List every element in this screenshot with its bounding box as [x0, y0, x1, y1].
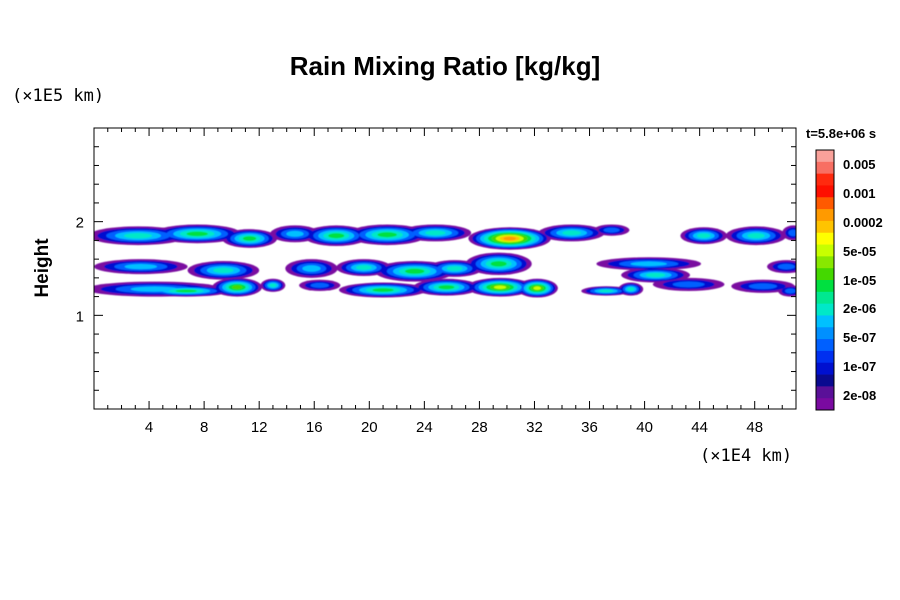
rain-contour: [175, 289, 197, 293]
rain-contour: [748, 283, 778, 290]
x-axis: 4 8 12 16 20 24 28 32 36 40 44 48: [107, 128, 783, 436]
x-tick-label: 12: [251, 419, 268, 436]
rain-contour: [645, 272, 666, 278]
x-tick-label: 28: [471, 419, 488, 436]
rain-contour: [503, 236, 516, 241]
colorbar-label: 5e-07: [843, 330, 876, 345]
colorbar-swatch: [816, 161, 834, 175]
colorbar: 0.005 0.001 0.0002 5e-05 1e-05 2e-06 5e-07 1e-0…: [815, 149, 883, 411]
x-tick-label: 44: [691, 419, 708, 436]
rain-contour: [784, 288, 796, 294]
colorbar-frame: [815, 149, 835, 411]
rain-contour: [355, 265, 372, 270]
rain-contour: [213, 267, 234, 274]
rain-contour: [242, 236, 257, 241]
rain-field: [94, 224, 796, 298]
colorbar-label: 0.0002: [843, 215, 883, 230]
x-tick-label: 20: [361, 419, 378, 436]
rain-contour: [310, 282, 329, 288]
rain-contour: [123, 233, 153, 239]
colorbar-label: 1e-07: [843, 359, 876, 374]
x-tick-label: 16: [306, 419, 323, 436]
colorbar-label: 2e-08: [843, 388, 876, 403]
rain-contour: [490, 261, 507, 267]
x-tick-label: 36: [581, 419, 598, 436]
colorbar-swatch: [816, 398, 834, 411]
colorbar-swatch: [816, 244, 834, 257]
rain-contour: [286, 230, 304, 237]
colorbar-swatch: [816, 220, 834, 234]
x-tick-label: 40: [636, 419, 653, 436]
rain-contour: [788, 229, 796, 237]
colorbar-swatch: [816, 232, 834, 245]
colorbar-swatch: [816, 374, 834, 387]
rain-contour: [405, 268, 425, 274]
colorbar-swatch: [816, 386, 834, 399]
colorbar-swatch: [816, 268, 834, 281]
rain-contour: [630, 261, 667, 267]
colorbar-swatch: [816, 280, 834, 293]
rain-contour: [598, 289, 614, 293]
colorbar-label: 5e-05: [843, 244, 876, 259]
y-axis-label: Height: [32, 238, 53, 298]
y-axis: 12: [76, 146, 796, 391]
rain-contour: [672, 281, 705, 288]
rain-contour: [603, 227, 620, 233]
x-unit-label: (×1E4 km): [700, 446, 792, 466]
colorbar-swatch: [816, 256, 834, 269]
colorbar-swatch: [816, 362, 834, 375]
colorbar-swatch: [816, 209, 834, 222]
y-tick-label: 2: [76, 215, 84, 232]
rain-contour: [777, 263, 795, 270]
rain-contour: [627, 287, 635, 291]
chart-title: Rain Mixing Ratio [kg/kg]: [290, 51, 601, 81]
colorbar-label: 2e-06: [843, 301, 876, 316]
rain-contour: [302, 265, 321, 272]
colorbar-swatch: [816, 303, 834, 316]
colorbar-swatch: [816, 291, 834, 305]
colorbar-swatch: [816, 150, 834, 163]
colorbar-swatch: [816, 173, 834, 186]
rain-contour: [697, 233, 711, 239]
colorbar-label: 0.001: [843, 186, 876, 201]
colorbar-swatch: [816, 197, 834, 210]
x-tick-label: 4: [145, 419, 153, 436]
y-tick-label: 1: [76, 308, 84, 325]
time-label: t=5.8e+06 s: [806, 126, 876, 141]
x-tick-label: 32: [526, 419, 543, 436]
colorbar-swatch: [816, 350, 834, 364]
colorbar-swatch: [816, 185, 834, 198]
rain-contour: [186, 231, 208, 237]
rain-contour: [124, 264, 158, 270]
rain-contour: [372, 288, 394, 292]
rain-contour: [425, 230, 446, 236]
x-tick-label: 8: [200, 419, 208, 436]
rain-contour: [377, 232, 397, 238]
rain-contour: [562, 230, 582, 236]
rain-contour: [231, 285, 243, 290]
rain-contour: [269, 283, 277, 288]
rain-contour: [446, 266, 463, 271]
x-tick-label: 24: [416, 419, 433, 436]
rain-contour: [438, 285, 455, 290]
rain-contour: [328, 233, 345, 239]
colorbar-label: 1e-05: [843, 273, 876, 288]
plot-frame: [93, 127, 797, 410]
colorbar-label: 0.005: [843, 157, 876, 172]
x-tick-label: 48: [746, 419, 763, 436]
rain-contour: [747, 233, 765, 239]
colorbar-swatch: [816, 339, 834, 352]
y-unit-label: (×1E5 km): [12, 86, 104, 106]
rain-contour: [533, 286, 542, 290]
rain-contour: [493, 285, 507, 289]
colorbar-swatch: [816, 315, 834, 328]
colorbar-swatch: [816, 327, 834, 340]
